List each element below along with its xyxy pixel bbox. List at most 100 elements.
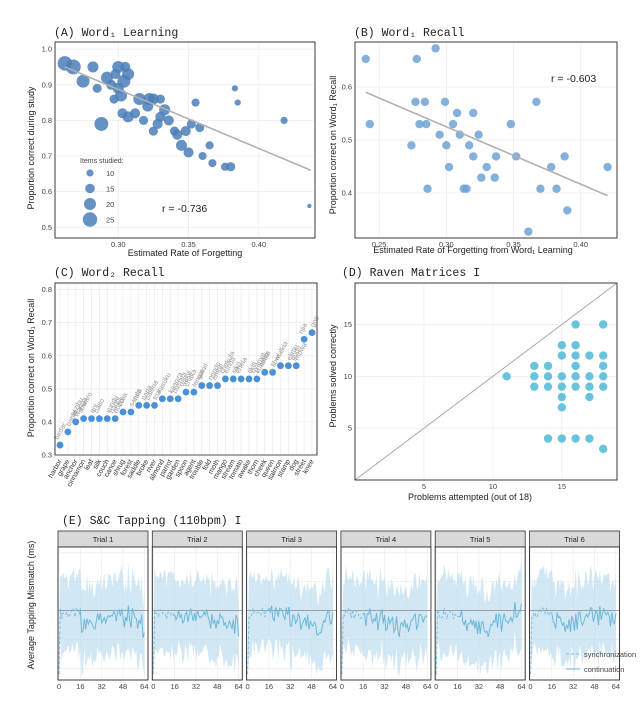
panel-e-xtick-label: 48 xyxy=(119,682,127,691)
panel-c-xtick-label: dog xyxy=(288,458,300,472)
panel-d-point xyxy=(557,403,567,412)
panel-c-point xyxy=(88,415,95,423)
panel-a-point xyxy=(138,115,149,125)
panel-a-point xyxy=(198,151,207,161)
panel-b-xlabel: Estimated Rate of Forgetting from Word₁ … xyxy=(373,245,572,255)
panel-d-point xyxy=(599,444,608,454)
panel-c-point xyxy=(174,395,182,403)
panel-b-ytick-label: 0.4 xyxy=(342,188,352,197)
panel-e-border xyxy=(529,546,620,681)
panel-b-title: (B) Word₁ Recall xyxy=(354,27,465,40)
panel-b-point xyxy=(448,119,458,129)
panel-d-point xyxy=(557,392,567,402)
panel-d-point xyxy=(571,382,580,391)
panel-c-point xyxy=(229,375,237,383)
panel-e-xtick-label: 32 xyxy=(475,682,483,691)
panel-a-point xyxy=(172,129,183,140)
panel-a-legend-key xyxy=(86,169,94,177)
panel-b-point xyxy=(440,97,450,107)
panel-d-point xyxy=(530,382,539,391)
panel-a-ytick-label: 0.5 xyxy=(42,223,52,232)
panel-a-border xyxy=(54,41,316,239)
panel-e-cont-line xyxy=(268,605,334,636)
panel-e-sync-line xyxy=(530,606,553,675)
panel-a-legend-key xyxy=(82,212,98,227)
panel-b-point xyxy=(435,130,444,139)
panel-c-ytick-label: 0.4 xyxy=(42,417,52,426)
panel-b-point xyxy=(560,152,569,161)
panel-c-border xyxy=(54,282,318,456)
panel-e-cont-line xyxy=(457,601,523,638)
panel-b-point xyxy=(546,162,556,172)
panel-b-point xyxy=(506,119,516,129)
panel-d-point xyxy=(599,320,608,329)
panel-d-diagonal-line xyxy=(354,282,618,481)
panel-d-point xyxy=(543,382,553,391)
panel-c-point xyxy=(182,388,190,396)
panel-b-xtick-label: 0.35 xyxy=(506,240,521,249)
panel-a-point xyxy=(191,98,200,107)
panel-b-point xyxy=(469,108,478,118)
panel-a-legend-label: 20 xyxy=(106,200,114,209)
panel-e-ribbon xyxy=(153,566,239,678)
panel-a-ytick-label: 0.8 xyxy=(42,116,52,125)
panel-a-point xyxy=(94,117,109,131)
panel-d-point xyxy=(571,434,580,443)
panel-d-point xyxy=(543,361,553,371)
panel-e-xtick-label: 0 xyxy=(246,682,250,691)
panel-b-point xyxy=(465,141,474,150)
panel-b-point xyxy=(532,97,541,107)
panel-b-point xyxy=(491,152,501,161)
panel-d-point xyxy=(571,351,580,360)
panel-d-ytick-label: 10 xyxy=(344,372,352,381)
panel-c-point xyxy=(261,368,269,376)
panel-a-point xyxy=(208,159,217,168)
panel-d-point xyxy=(557,351,567,360)
panel-a-r-annotation: r = -0.736 xyxy=(162,203,207,215)
panel-a-trend-line xyxy=(64,66,312,172)
panel-a-point xyxy=(307,203,312,209)
panel-e-xtick-label: 0 xyxy=(434,682,438,691)
panel-a-ylabel: Proportion correct during study xyxy=(26,86,36,210)
panel-e-border xyxy=(246,546,338,681)
panel-c-point xyxy=(245,375,253,383)
panel-b-point xyxy=(412,54,422,64)
panel-a-point xyxy=(231,85,239,92)
panel-b-point xyxy=(415,119,424,129)
panel-c-point xyxy=(206,382,214,389)
panel-e-strip-label: Trial 6 xyxy=(564,535,585,544)
panel-e-xtick-label: 32 xyxy=(97,682,105,691)
panel-c-ytick-label: 0.5 xyxy=(42,384,52,393)
panel-e-xtick-label: 48 xyxy=(590,682,598,691)
panel-b-ytick-label: 0.6 xyxy=(342,83,352,92)
panel-e-sync-line xyxy=(435,607,458,675)
panel-d-point xyxy=(543,434,553,443)
panel-c-word-label: njia xyxy=(298,322,309,335)
panel-c-point xyxy=(253,375,261,383)
panel-b-ylabel: Proportion correct on Word₁ Recall xyxy=(328,76,338,214)
panel-a-xtick-label: 0.30 xyxy=(111,240,126,249)
panel-e-xtick-label: 16 xyxy=(548,682,556,691)
panel-b-point xyxy=(474,130,483,139)
panel-b-point xyxy=(420,97,430,107)
panel-c-word-label: tuiti xyxy=(132,388,144,401)
panel-a-legend-label: 15 xyxy=(106,185,114,194)
panel-b-point xyxy=(452,108,462,118)
panel-a-legend-label: 10 xyxy=(106,169,114,178)
panel-e-xtick-label: 0 xyxy=(528,682,532,691)
panel-d-point xyxy=(585,372,594,381)
panel-b-point xyxy=(361,54,370,64)
panel-a-xtick-label: 0.40 xyxy=(251,240,266,249)
panel-a-point xyxy=(175,139,188,151)
panel-c-point xyxy=(158,395,166,403)
panel-e-xtick-label: 64 xyxy=(517,682,525,691)
panel-e-sync-line xyxy=(341,607,364,675)
panel-a-point xyxy=(155,94,165,104)
panel-e-xtick-label: 64 xyxy=(140,682,148,691)
panel-b-point xyxy=(524,227,533,236)
panel-c-point xyxy=(198,382,206,389)
panel-b-point xyxy=(422,119,431,129)
panel-d-point xyxy=(585,392,594,402)
panel-e-sync-line xyxy=(58,606,81,675)
panel-c-point xyxy=(284,362,292,370)
